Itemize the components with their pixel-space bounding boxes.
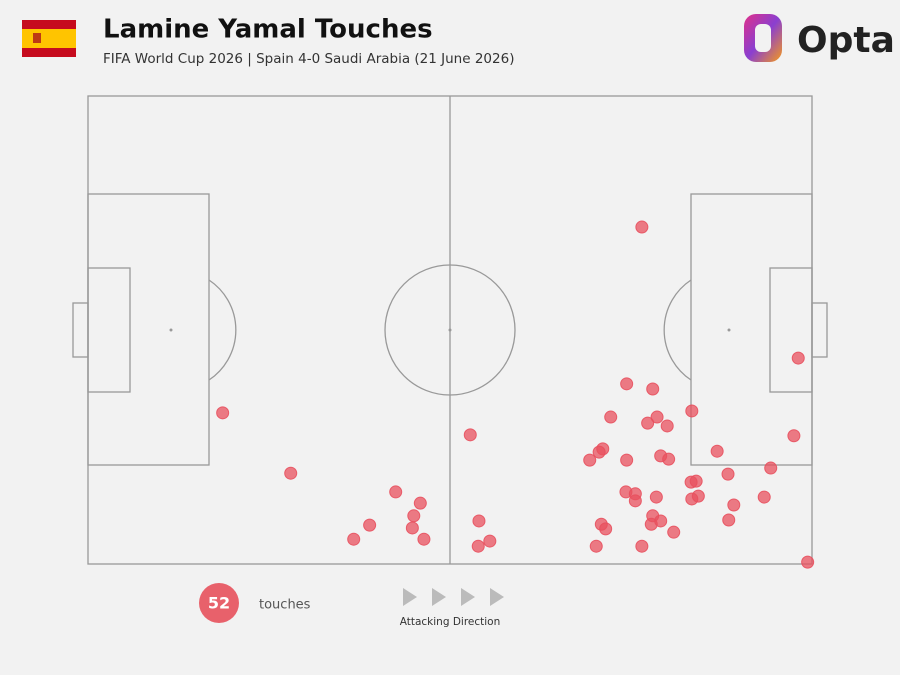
touch-point [599,522,613,536]
touch-point [216,406,230,420]
touch-point [413,496,427,510]
touch-point [472,514,486,528]
touch-point [691,489,705,503]
subtitle: FIFA World Cup 2026 | Spain 4-0 Saudi Ar… [103,51,514,67]
touch-point [463,428,477,442]
count-label: touches [259,598,311,613]
touch-point [787,429,801,443]
touch-point [583,453,597,467]
touch-point [407,509,421,523]
touch-point [649,490,663,504]
touch-point [620,453,634,467]
touch-point [284,466,298,480]
touch-point [471,539,485,553]
touch-point [389,485,403,499]
touch-point [660,419,674,433]
count: 52 [208,594,230,613]
touch-point [654,514,668,528]
touch-point [405,521,419,535]
touch-point [620,377,634,391]
touch-point [646,382,660,396]
touch-point [635,539,649,553]
touch-point [363,518,377,532]
direction-arrows [403,588,504,606]
direction-label: Attacking Direction [400,616,501,628]
logo-text: Opta [797,20,895,61]
touch-point [347,532,361,546]
touch-point [650,410,664,424]
touch-point [791,351,805,365]
touch-point [667,525,681,539]
touch-point [689,474,703,488]
touch-point [727,498,741,512]
touch-point [604,410,618,424]
touch-point [685,404,699,418]
touch-point [801,555,815,569]
touch-point [592,445,606,459]
touch-point [764,461,778,475]
touch-point [628,494,642,508]
touch-point [589,539,603,553]
touch-point [635,220,649,234]
flag [22,20,76,57]
count-badge [199,583,239,623]
chart-title: Lamine Yamal Touches [103,15,433,45]
touch-point [662,452,676,466]
touch-point [722,513,736,527]
touch-point [721,467,735,481]
touch-point [417,532,431,546]
logo-mark [744,14,782,62]
touch-point [483,534,497,548]
touch-point [757,490,771,504]
touch-point [710,444,724,458]
touch-point [641,416,655,430]
pitch [72,95,828,565]
